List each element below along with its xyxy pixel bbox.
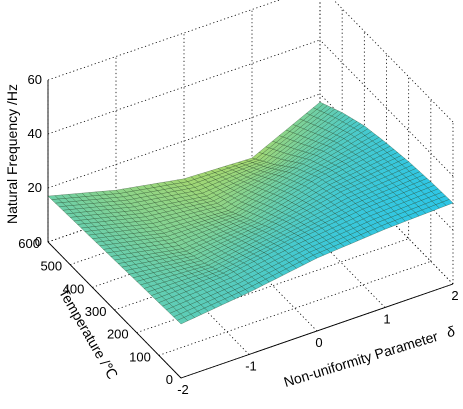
grid-line [47, 0, 281, 81]
y-tick-label: 600 [18, 236, 40, 251]
grid-line [47, 39, 321, 135]
y-tick-label: 100 [129, 349, 151, 364]
z-tick-label: 60 [28, 72, 42, 87]
x-tick-label: 2 [451, 288, 458, 303]
z-axis-title: Natural Frequency /Hz [4, 84, 20, 224]
axis-line [47, 241, 182, 379]
x-tick-label: 0 [315, 335, 322, 350]
grid-line [319, 39, 454, 177]
z-tick-label: 0 [35, 234, 42, 249]
z-tick-label: 40 [28, 126, 42, 141]
x-tick-label: -2 [177, 382, 189, 397]
axis-line [180, 283, 454, 379]
x-axis-symbol: δ [445, 323, 457, 341]
x-axis-title-group: Non-uniformity Parameter δ [282, 323, 457, 390]
axis-layer [47, 80, 454, 379]
z-tick-label: 20 [28, 180, 42, 195]
grid-line [333, 0, 454, 123]
y-tick-label: 300 [85, 304, 107, 319]
x-axis-title: Non-uniformity Parameter [282, 328, 440, 390]
y-tick-label: 400 [63, 281, 85, 296]
grid-line [158, 260, 431, 356]
grid-line [47, 93, 321, 189]
grid-line [136, 238, 409, 334]
y-tick-label: 200 [107, 327, 129, 342]
surface-layer [47, 101, 454, 325]
y-tick-label: 500 [40, 259, 62, 274]
x-tick-label: 1 [383, 312, 390, 327]
surface-patch [176, 317, 189, 325]
x-tick-label: -1 [245, 359, 257, 374]
y-tick-label: 0 [166, 372, 173, 387]
